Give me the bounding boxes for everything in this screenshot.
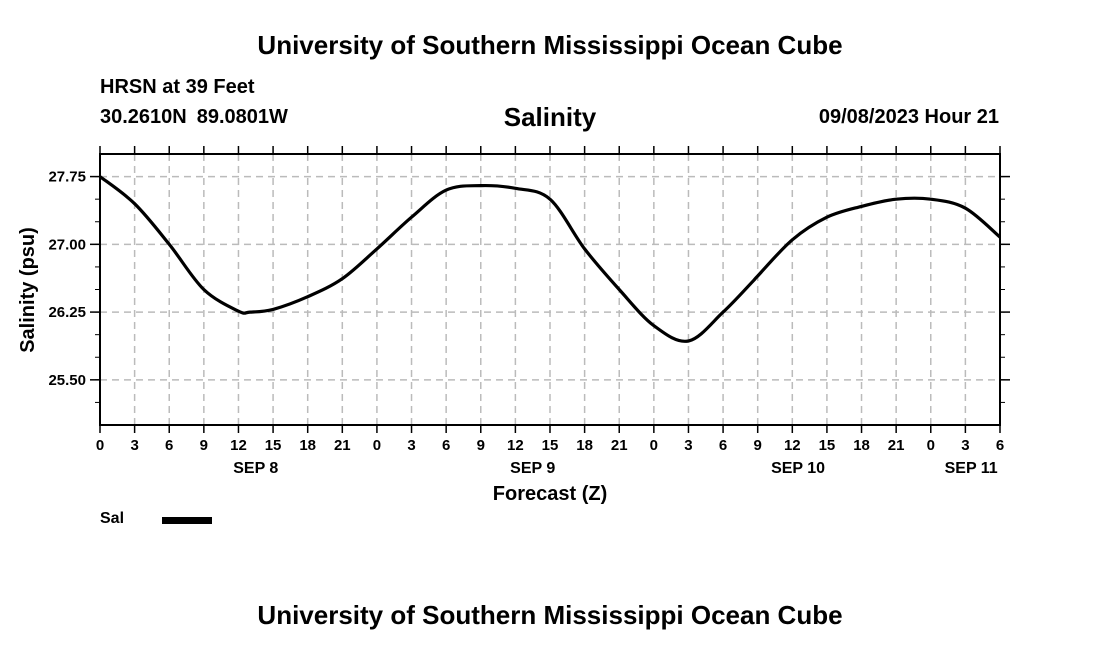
- x-tick-label: 18: [299, 437, 316, 454]
- chart-title: Salinity: [503, 102, 597, 132]
- x-tick-label: 0: [96, 437, 104, 454]
- series-lines: [99, 175, 1002, 343]
- x-axis-label: Forecast (Z): [493, 483, 607, 505]
- x-date-label: SEP 10: [771, 460, 825, 477]
- x-tick-label: 3: [407, 437, 415, 454]
- x-tick-label: 6: [165, 437, 173, 454]
- x-tick-label: 15: [265, 437, 282, 454]
- grid-lines: [100, 154, 1000, 425]
- x-tick-label: 6: [719, 437, 727, 454]
- footer-title: University of Southern Mississippi Ocean…: [257, 600, 843, 630]
- x-tick-label: 21: [334, 437, 351, 454]
- x-tick-label: 0: [373, 437, 381, 454]
- y-axis-label: Salinity (psu): [17, 227, 39, 353]
- x-tick-label: 18: [576, 437, 593, 454]
- axes: 0 3 6 9 12 15 18 21 0 3 6 9 12 15 18 21 0 3 6 9 12 15 18 21 0 3 6 2…: [48, 146, 1010, 477]
- x-tick-label: 9: [477, 437, 485, 454]
- y-tick-label: 27.00: [48, 236, 86, 253]
- x-tick-label: 3: [130, 437, 138, 454]
- x-date-label: SEP 11: [945, 460, 998, 477]
- y-tick-label: 26.25: [48, 304, 86, 321]
- x-date-label: SEP 9: [510, 460, 555, 477]
- y-tick-label: 27.75: [48, 169, 86, 186]
- legend-swatch: [162, 517, 212, 524]
- x-tick-label: 15: [542, 437, 559, 454]
- x-tick-label: 0: [650, 437, 658, 454]
- x-tick-label: 3: [684, 437, 692, 454]
- forecast-timestamp: 09/08/2023 Hour 21: [818, 106, 999, 128]
- x-tick-label: 21: [888, 437, 905, 454]
- x-tick-label: 6: [996, 437, 1004, 454]
- x-tick-label: 9: [200, 437, 208, 454]
- y-tick-label: 25.50: [48, 372, 86, 389]
- x-tick-label: 9: [754, 437, 762, 454]
- plot-frame: [99, 153, 1001, 426]
- x-tick-label: 21: [611, 437, 628, 454]
- x-tick-label: 12: [784, 437, 801, 454]
- x-date-label: SEP 8: [233, 460, 278, 477]
- x-tick-label: 3: [961, 437, 969, 454]
- x-tick-label: 12: [230, 437, 247, 454]
- legend-label: Sal: [100, 510, 125, 527]
- station-latitude: 30.2610N: [100, 106, 187, 128]
- x-tick-label: 15: [819, 437, 836, 454]
- x-tick-label: 6: [442, 437, 450, 454]
- page-title: University of Southern Mississippi Ocean…: [257, 30, 843, 60]
- station-coordinates: 30.2610N 89.0801W: [100, 106, 288, 129]
- x-tick-label: 0: [927, 437, 935, 454]
- series-line-sal: [99, 175, 1002, 343]
- x-tick-label: 12: [507, 437, 524, 454]
- station-longitude: 89.0801W: [196, 106, 288, 128]
- station-name: HRSN at 39 Feet: [100, 76, 255, 98]
- x-tick-label: 18: [853, 437, 870, 454]
